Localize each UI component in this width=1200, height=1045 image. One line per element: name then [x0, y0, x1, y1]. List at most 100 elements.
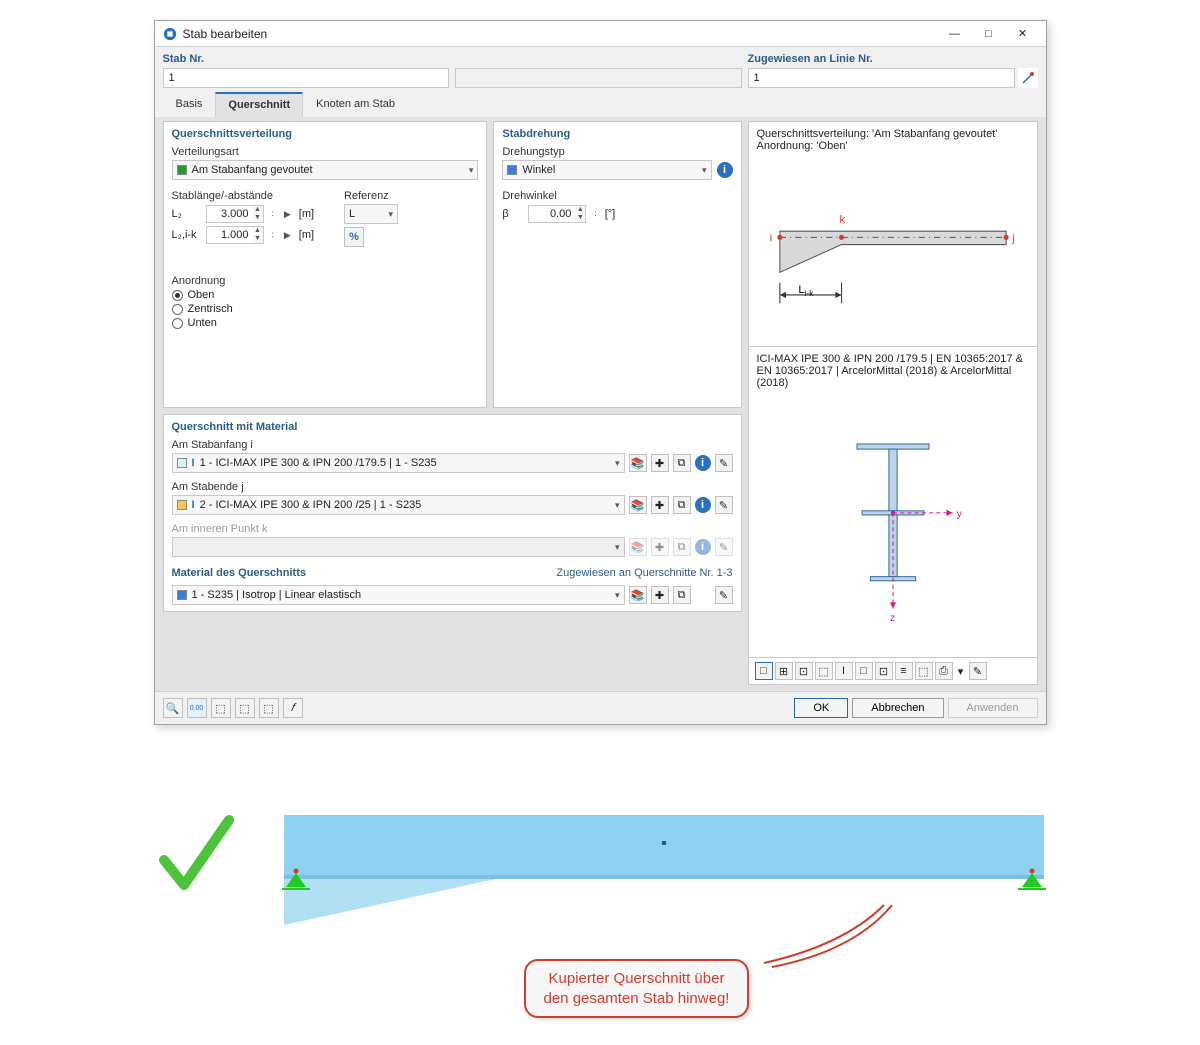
- titlebar[interactable]: Stab bearbeiten — □ ✕: [155, 21, 1046, 47]
- mat-swatch-icon: [177, 590, 187, 600]
- preview-tool-5[interactable]: □: [855, 662, 873, 680]
- new-icon[interactable]: ✚: [651, 496, 669, 514]
- new-icon[interactable]: ✚: [651, 454, 669, 472]
- preview-tool-2[interactable]: ⊡: [795, 662, 813, 680]
- panel-drehung: Stabdrehung Drehungstyp Winkel ▾ i Drehw…: [493, 121, 741, 408]
- lz-unit: [m]: [299, 208, 314, 220]
- qmat-i-row: I 1 - ICI-MAX IPE 300 & IPN 200 /179.5 |…: [172, 453, 733, 473]
- chevron-down-icon: ▾: [615, 500, 620, 511]
- lzk-play-icon[interactable]: ▶: [282, 230, 293, 241]
- preview-tool-8[interactable]: ⬚: [915, 662, 933, 680]
- copy-icon: ⧉: [673, 538, 691, 556]
- foot-tool-0[interactable]: 🔍: [163, 698, 183, 718]
- edit-icon[interactable]: ✎: [715, 454, 733, 472]
- result-illustration: Kupierter Querschnitt über den gesamten …: [154, 805, 1047, 1025]
- mat-select[interactable]: 1 - S235 | Isotrop | Linear elastisch ▾: [172, 585, 625, 605]
- lib-icon[interactable]: 📚: [629, 454, 647, 472]
- preview-tool-6[interactable]: ⊡: [875, 662, 893, 680]
- pick-line-icon[interactable]: [1018, 68, 1038, 88]
- vart-value: Am Stabanfang gevoutet: [192, 164, 313, 176]
- svg-text:j: j: [1011, 232, 1015, 244]
- cancel-button[interactable]: Abbrechen: [852, 698, 943, 718]
- callout-line2: den gesamten Stab hinweg!: [544, 989, 730, 1009]
- radio-unten[interactable]: Unten: [172, 317, 479, 329]
- percent-button[interactable]: %: [344, 227, 364, 247]
- qmat-j-select[interactable]: I 2 - ICI-MAX IPE 300 & IPN 200 /25 | 1 …: [172, 495, 625, 515]
- panel-preview: Querschnittsverteilung: 'Am Stabanfang g…: [748, 121, 1038, 685]
- minimize-button[interactable]: —: [938, 21, 972, 46]
- mid-readonly-field: [455, 68, 742, 88]
- vart-swatch-icon: [177, 165, 187, 175]
- radio-zentrisch[interactable]: Zentrisch: [172, 303, 479, 315]
- svg-text:y: y: [956, 508, 962, 519]
- preview-toolbar: □ ⊞ ⊡ ⬚ I □ ⊡ ≡ ⬚ ⎙ ▾ ✎: [749, 657, 1037, 684]
- preview-tool-0[interactable]: □: [755, 662, 773, 680]
- info-icon[interactable]: i: [695, 497, 711, 513]
- dw-label: Drehwinkel: [502, 190, 732, 202]
- foot-tool-2[interactable]: ⬚: [211, 698, 231, 718]
- ref-select[interactable]: L ▾: [344, 204, 398, 224]
- chevron-down-icon: ▾: [615, 542, 620, 553]
- copy-icon[interactable]: ⧉: [673, 586, 691, 604]
- preview-tool-4[interactable]: I: [835, 662, 853, 680]
- info-icon: i: [695, 539, 711, 555]
- tab-querschnitt[interactable]: Querschnitt: [215, 92, 303, 117]
- zugew-input[interactable]: 1: [748, 68, 1015, 88]
- lib-icon[interactable]: 📚: [629, 496, 647, 514]
- qmat-i-select[interactable]: I 1 - ICI-MAX IPE 300 & IPN 200 /179.5 |…: [172, 453, 625, 473]
- new-icon[interactable]: ✚: [651, 586, 669, 604]
- tab-knoten[interactable]: Knoten am Stab: [303, 92, 408, 117]
- preview-tool-1[interactable]: ⊞: [775, 662, 793, 680]
- edit-icon[interactable]: ✎: [715, 496, 733, 514]
- beta-label: β: [502, 208, 522, 220]
- preview-tool-3[interactable]: ⬚: [815, 662, 833, 680]
- beta-spinner[interactable]: 0.00 ▲▼: [528, 205, 586, 223]
- lz-stepper-icon[interactable]: ∶: [270, 209, 276, 220]
- lib-icon[interactable]: 📚: [629, 586, 647, 604]
- info-icon[interactable]: i: [717, 162, 733, 178]
- copy-icon[interactable]: ⧉: [673, 496, 691, 514]
- preview-tool-9[interactable]: ⎙: [935, 662, 953, 680]
- foot-tool-1[interactable]: 0.00: [187, 698, 207, 718]
- ok-button[interactable]: OK: [794, 698, 848, 718]
- qmat-i-swatch-icon: [177, 458, 187, 468]
- ibeam-icon: I: [192, 457, 195, 469]
- edit-icon[interactable]: ✎: [715, 586, 733, 604]
- diag-line2: Anordnung: 'Oben': [757, 140, 1029, 152]
- stab-len-label: Stablänge/-abstände: [172, 190, 315, 202]
- lzk-stepper-icon[interactable]: ∶: [270, 230, 276, 241]
- close-button[interactable]: ✕: [1006, 21, 1040, 46]
- foot-tool-4[interactable]: ⬚: [259, 698, 279, 718]
- chevron-down-icon: ▾: [615, 458, 620, 469]
- preview-tool-7[interactable]: ≡: [895, 662, 913, 680]
- lib-icon: 📚: [629, 538, 647, 556]
- qmat-k-label: Am inneren Punkt k: [172, 523, 733, 535]
- lz-spinner[interactable]: 3.000 ▲▼: [206, 205, 264, 223]
- foot-tool-5[interactable]: 𝑓: [283, 698, 303, 718]
- info-icon[interactable]: i: [695, 455, 711, 471]
- foot-tool-3[interactable]: ⬚: [235, 698, 255, 718]
- diagram-haunch: i k j Li-k: [749, 158, 1037, 346]
- lzk-spinner[interactable]: 1.000 ▲▼: [206, 226, 264, 244]
- verteilung-head: Querschnittsverteilung: [172, 128, 479, 140]
- stabnr-label: Stab Nr.: [163, 53, 449, 65]
- stabnr-input[interactable]: 1: [163, 68, 449, 88]
- radio-oben[interactable]: Oben: [172, 289, 479, 301]
- preview-tool-10[interactable]: ▾: [955, 662, 967, 680]
- beta-stepper-icon[interactable]: ∶: [592, 209, 598, 220]
- maximize-button[interactable]: □: [972, 21, 1006, 46]
- chevron-down-icon: ▾: [469, 165, 474, 176]
- qmat-j-label: Am Stabende j: [172, 481, 733, 493]
- qmat-k-select: ▾: [172, 537, 625, 557]
- vart-select[interactable]: Am Stabanfang gevoutet ▾: [172, 160, 479, 180]
- chevron-down-icon: ▾: [702, 165, 707, 176]
- copy-icon[interactable]: ⧉: [673, 454, 691, 472]
- tabstrip: Basis Querschnitt Knoten am Stab: [155, 92, 1046, 117]
- dtyp-select[interactable]: Winkel ▾: [502, 160, 711, 180]
- qmat-i-label: Am Stabanfang i: [172, 439, 733, 451]
- mat-head: Material des Querschnitts: [172, 567, 557, 579]
- tab-basis[interactable]: Basis: [163, 92, 216, 117]
- preview-tool-11[interactable]: ✎: [969, 662, 987, 680]
- ref-label: Referenz: [344, 190, 398, 202]
- lz-play-icon[interactable]: ▶: [282, 209, 293, 220]
